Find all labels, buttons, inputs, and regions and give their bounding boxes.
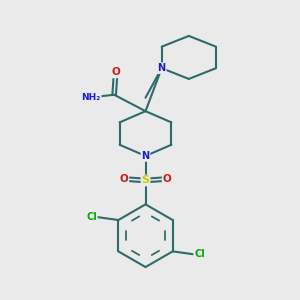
Text: NH₂: NH₂ (82, 93, 101, 102)
Text: S: S (142, 176, 149, 185)
Text: N: N (142, 151, 150, 161)
Text: N: N (158, 63, 166, 73)
Text: Cl: Cl (194, 249, 205, 260)
Text: O: O (163, 174, 171, 184)
Text: O: O (120, 174, 128, 184)
Text: O: O (111, 68, 120, 77)
Text: Cl: Cl (86, 212, 97, 222)
